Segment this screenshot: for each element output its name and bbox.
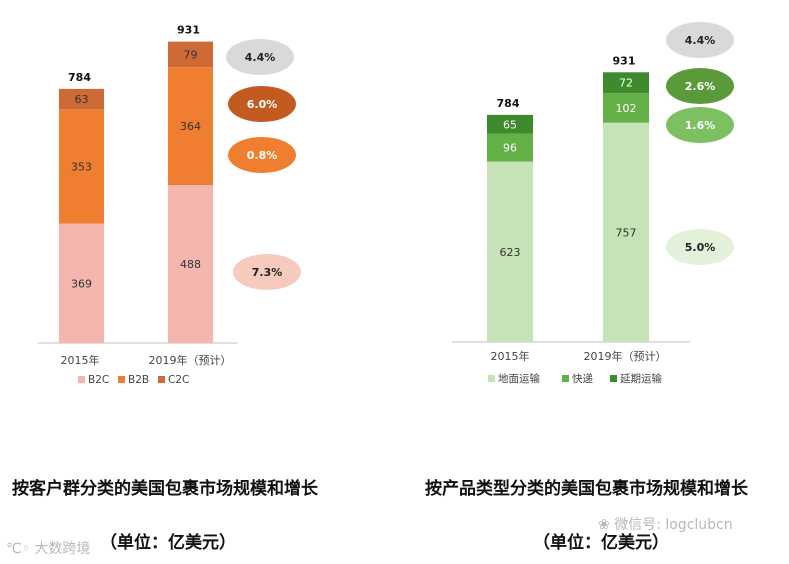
product-bar-0-2 (487, 114, 533, 134)
product-data-label-1-1: 102 (616, 102, 637, 115)
product-bar-1-2 (603, 72, 649, 94)
customer-legend-label-0: B2C (88, 374, 109, 386)
customer-growth-label-3: 7.3% (252, 266, 283, 279)
right-chart-caption: 按产品类型分类的美国包裹市场规模和增长 (425, 479, 748, 499)
wechat-icon: ❀ (598, 517, 615, 533)
product-data-label-1-0: 757 (616, 226, 637, 239)
customer-total-label-0: 784 (68, 71, 91, 84)
product-bar-1-1 (603, 93, 649, 123)
customer-bar-0-1 (59, 109, 104, 224)
product-legend-swatch-2 (610, 375, 617, 382)
product-growth-label-2: 1.6% (685, 119, 716, 132)
right-chart-unit: （单位：亿美元） (533, 533, 669, 553)
customer-bar-0-2 (59, 88, 104, 110)
customer-data-label-0-0: 369 (71, 277, 92, 290)
customer-legend-swatch-1 (118, 376, 125, 383)
product-legend-swatch-0 (488, 375, 495, 382)
customer-growth-badge-3 (233, 254, 301, 290)
product-growth-label-3: 5.0% (685, 241, 716, 254)
product-growth-badge-3 (666, 229, 734, 265)
product-total-label-1: 931 (613, 54, 636, 67)
customer-bar-1-0 (168, 185, 213, 343)
customer-legend-swatch-0 (78, 376, 85, 383)
customer-category-label-1: 2019年（预计） (149, 353, 232, 367)
product-bar-1-0 (603, 122, 649, 342)
customer-bar-1-1 (168, 67, 213, 186)
customer-growth-label-0: 4.4% (245, 51, 276, 64)
product-data-label-0-0: 623 (500, 246, 521, 259)
customer-legend-swatch-2 (158, 376, 165, 383)
product-data-label-0-2: 65 (503, 118, 517, 131)
customer-legend-label-1: B2B (128, 374, 149, 386)
customer-growth-label-2: 0.8% (247, 149, 278, 162)
customer-data-label-1-0: 488 (180, 258, 201, 271)
customer-growth-label-1: 6.0% (247, 98, 278, 111)
customer-bar-0-0 (59, 223, 104, 343)
product-total-label-0: 784 (497, 97, 520, 110)
product-bar-0-0 (487, 161, 533, 342)
customer-growth-badge-0 (226, 39, 294, 75)
customer-data-label-1-1: 364 (180, 120, 201, 133)
product-growth-badge-1 (666, 68, 734, 104)
customer-growth-badge-1 (228, 86, 296, 122)
watermark-right: ❀ 微信号: logclubcn (598, 517, 733, 533)
product-growth-label-0: 4.4% (685, 34, 716, 47)
product-growth-badge-2 (666, 107, 734, 143)
product-legend-label-2: 延期运输 (620, 372, 662, 385)
customer-total-label-1: 931 (177, 24, 200, 37)
customer-data-label-0-2: 63 (75, 93, 89, 106)
watermark-left: ℃◦ 大数跨境 (6, 541, 91, 557)
customer-data-label-1-2: 79 (184, 48, 198, 61)
product-growth-badge-0 (666, 22, 734, 58)
customer-bar-1-2 (168, 41, 213, 68)
left-chart-unit: （单位：亿美元） (100, 533, 236, 553)
product-legend-label-0: 地面运输 (498, 372, 540, 385)
product-growth-label-1: 2.6% (685, 80, 716, 93)
product-bar-0-1 (487, 133, 533, 162)
watermark-logo-icon: ℃◦ (6, 541, 35, 557)
product-legend-swatch-1 (562, 375, 569, 382)
customer-data-label-0-1: 353 (71, 160, 92, 173)
product-category-label-0: 2015年 (491, 349, 530, 363)
product-category-label-1: 2019年（预计） (584, 349, 667, 363)
product-data-label-0-1: 96 (503, 142, 517, 155)
customer-legend-label-2: C2C (168, 374, 189, 386)
product-legend-label-1: 快递 (572, 372, 593, 385)
customer-category-label-0: 2015年 (61, 353, 100, 367)
left-chart-caption: 按客户群分类的美国包裹市场规模和增长 (12, 479, 318, 499)
customer-growth-badge-2 (228, 137, 296, 173)
product-data-label-1-2: 72 (619, 77, 633, 90)
